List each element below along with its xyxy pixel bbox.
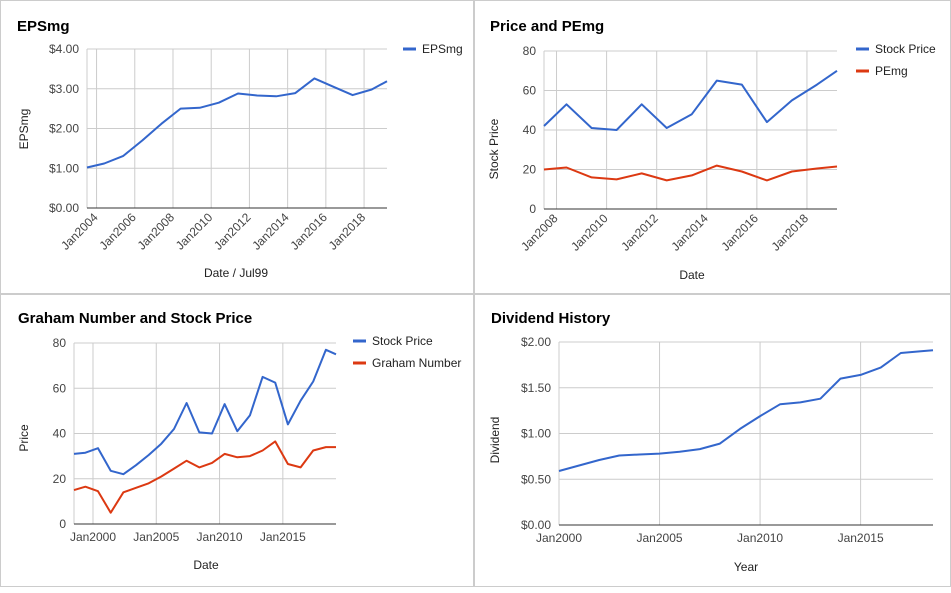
chart-title: Price and PEmg <box>490 18 604 35</box>
legend-label: Graham Number <box>372 356 461 370</box>
x-tick-label: Jan2012 <box>618 211 661 254</box>
eps-chart-panel: EPSmg $0.00 $1.00 $2.00 $3.00 $4.00 Jan2004 Ja… <box>0 0 474 294</box>
x-tick-label: Jan2016 <box>719 211 762 254</box>
series-line-1 <box>543 164 838 182</box>
y-tick-label: 0 <box>59 517 66 531</box>
chart-title: Graham Number and Stock Price <box>18 310 252 327</box>
x-tick-label: Jan2015 <box>260 530 306 544</box>
x-tick-label: Jan2010 <box>173 210 216 253</box>
y-tick-label: 80 <box>523 44 537 58</box>
y-axis-label: EPSmg <box>17 109 31 150</box>
series-line-1 <box>73 440 336 514</box>
graham-chart-panel: Graham Number and Stock Price 0 20 40 60 80 J… <box>0 294 474 587</box>
y-tick-label: 0 <box>529 202 536 216</box>
chart-title: EPSmg <box>17 18 70 35</box>
y-tick-label: 20 <box>53 472 67 486</box>
x-axis-label: Year <box>734 560 758 574</box>
price-pe-chart-panel: Price and PEmg 0 20 40 60 80 Jan2008 Jan2010 Ja… <box>474 0 951 294</box>
eps-chart: EPSmg $0.00$1.00$2.00$3.00$4.00Jan2004Ja… <box>17 18 463 280</box>
x-tick-label: Jan2010 <box>568 211 611 254</box>
x-tick-label: Jan2005 <box>637 531 683 545</box>
x-tick-label: Jan2014 <box>249 210 292 253</box>
series-line-0 <box>86 77 388 169</box>
y-tick-label: $1.00 <box>521 427 551 441</box>
x-tick-label: Jan2014 <box>668 211 711 254</box>
series-line-0 <box>543 69 838 131</box>
x-tick-label: Jan2008 <box>135 210 178 253</box>
x-tick-label: Jan2005 <box>133 530 179 544</box>
y-tick-label: $2.00 <box>49 122 79 136</box>
x-tick-label: Jan2016 <box>288 210 331 253</box>
y-tick-label: 60 <box>53 381 67 395</box>
y-tick-label: 60 <box>523 84 537 98</box>
y-tick-label: 40 <box>523 123 537 137</box>
x-axis-label: Date / Jul99 <box>204 266 268 280</box>
x-tick-label: Jan2004 <box>58 210 101 253</box>
x-tick-label: Jan2010 <box>737 531 783 545</box>
y-tick-label: $3.00 <box>49 82 79 96</box>
y-tick-label: $0.50 <box>521 472 551 486</box>
dividend-chart-panel: Dividend History $0.00 $0.50 $1.00 $1.50 $2.… <box>474 294 951 587</box>
x-tick-label: Jan2006 <box>96 210 139 253</box>
y-tick-label: $1.50 <box>521 381 551 395</box>
y-tick-label: $0.00 <box>521 518 551 532</box>
y-tick-label: 80 <box>53 336 67 350</box>
y-tick-label: 20 <box>523 163 537 177</box>
legend-label: Stock Price <box>875 42 936 56</box>
y-tick-label: 40 <box>53 427 67 441</box>
x-tick-label: Jan2000 <box>70 530 116 544</box>
y-tick-label: $4.00 <box>49 42 79 56</box>
series-line-0 <box>73 348 337 476</box>
y-tick-label: $0.00 <box>49 201 79 215</box>
graham-chart: Graham Number and Stock Price 0 20 40 60 80 J… <box>17 310 461 572</box>
legend-label: EPSmg <box>422 42 463 56</box>
x-tick-label: Jan2015 <box>838 531 884 545</box>
y-axis-label: Stock Price <box>487 118 501 179</box>
legend-label: Stock Price <box>372 334 433 348</box>
chart-title: Dividend History <box>491 310 611 327</box>
y-axis-label: Dividend <box>488 417 502 464</box>
series-line-0 <box>558 349 934 472</box>
y-tick-label: $2.00 <box>521 335 551 349</box>
x-axis-label: Date <box>679 268 705 282</box>
x-tick-label: Jan2000 <box>536 531 582 545</box>
y-tick-label: $1.00 <box>49 161 79 175</box>
dividend-chart: Dividend History $0.00 $0.50 $1.00 $1.50 $2.… <box>488 310 934 574</box>
x-tick-label: Jan2012 <box>211 210 254 253</box>
x-tick-label: Jan2010 <box>197 530 243 544</box>
x-tick-label: Jan2008 <box>518 211 561 254</box>
x-axis-label: Date <box>193 558 219 572</box>
x-tick-label: Jan2018 <box>769 211 812 254</box>
legend-label: PEmg <box>875 64 908 78</box>
y-axis-label: Price <box>17 424 31 452</box>
x-tick-label: Jan2018 <box>326 210 369 253</box>
